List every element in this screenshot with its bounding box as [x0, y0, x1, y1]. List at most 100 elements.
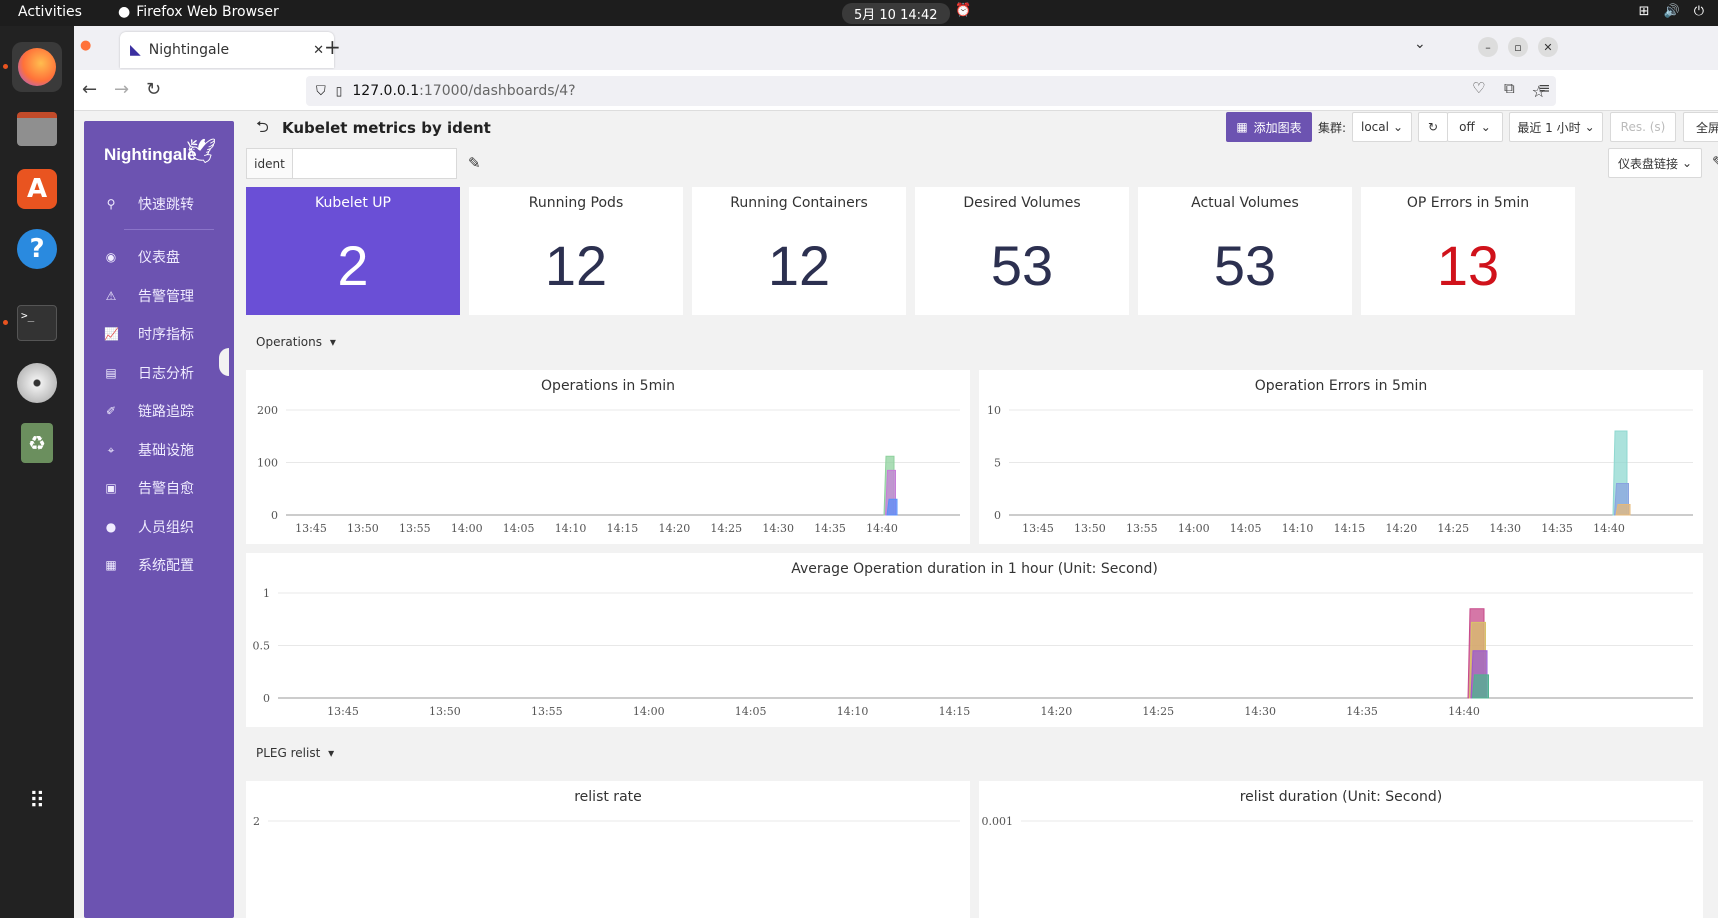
search-icon: ⚲ — [106, 197, 116, 211]
dashboard-links-select[interactable]: 仪表盘链接 ⌄ — [1608, 148, 1702, 178]
dashboard-main: ⮌ Kubelet metrics by ident ▦ 添加图表 集群: lo… — [246, 111, 1718, 918]
firefox-view-icon[interactable]: ● — [80, 38, 92, 53]
edit-links-icon[interactable]: ✎ — [1712, 153, 1718, 171]
trash-icon[interactable]: ♻ — [12, 418, 62, 468]
refresh-interval-select[interactable]: off ⌄ — [1447, 112, 1503, 142]
forward-icon[interactable]: → — [114, 79, 130, 100]
group-title: Operations — [256, 335, 322, 349]
cluster-select[interactable]: local ⌄ — [1352, 112, 1412, 142]
logo[interactable]: Nightingale — [104, 145, 197, 164]
x-tick-label: 14:15 — [607, 522, 639, 535]
fullscreen-button[interactable]: 全屏 — [1683, 112, 1718, 142]
reload-icon[interactable]: ↻ — [146, 79, 162, 100]
ident-label: ident — [246, 148, 293, 179]
extensions-icon[interactable]: ⧉ — [1504, 79, 1515, 97]
alarm-icon: ⏰ — [955, 3, 972, 18]
minimize-icon[interactable]: – — [1478, 37, 1498, 57]
sidebar-item-2[interactable]: ⚠ 告警管理 — [84, 277, 234, 315]
list-tabs-icon[interactable]: ⌄ — [1414, 36, 1426, 52]
group-title: PLEG relist — [256, 746, 321, 760]
dock: A ? >_ ♻ ⠿ — [0, 26, 74, 918]
panel-operation-errors[interactable]: Operation Errors in 5min 0 5 10 13:45 13:50 1… — [979, 370, 1703, 544]
shield-icon[interactable]: ⛉ — [316, 83, 326, 99]
divider — [124, 229, 214, 230]
panel-relist-rate[interactable]: relist rate 2 — [246, 781, 970, 918]
sidebar-item-0[interactable]: ⚲ 快速跳转 — [84, 185, 234, 223]
maximize-icon[interactable]: ▫ — [1508, 37, 1528, 57]
back-icon[interactable]: ⮌ — [256, 117, 269, 136]
stat-value: 53 — [1213, 234, 1277, 297]
stat-card[interactable]: Running Containers 12 — [692, 187, 906, 315]
log-icon: ▤ — [105, 366, 117, 380]
clock[interactable]: 5月 10 14:42 — [842, 3, 950, 24]
time-range-picker[interactable]: 最近 1 小时 ⌄ — [1509, 112, 1603, 142]
url-bar[interactable]: ⛉ ▯ 127.0.0.1:17000/dashboards/4? ☆ — [306, 76, 1556, 106]
panel-avg-duration[interactable]: Average Operation duration in 1 hour (Un… — [246, 553, 1703, 727]
panel-relist-duration[interactable]: relist duration (Unit: Second) 0.001 — [979, 781, 1703, 918]
menu-icon[interactable]: ≡ — [1538, 79, 1551, 97]
stat-value: 12 — [767, 234, 831, 297]
terminal-icon[interactable]: >_ — [12, 298, 62, 348]
activities-button[interactable]: Activities — [18, 4, 82, 20]
stat-card[interactable]: OP Errors in 5min 13 — [1361, 187, 1575, 315]
stat-card[interactable]: Actual Volumes 53 — [1138, 187, 1352, 315]
close-window-icon[interactable]: ✕ — [1538, 37, 1558, 57]
show-apps-icon[interactable]: ⠿ — [28, 788, 46, 814]
app-menu[interactable]: ● Firefox Web Browser — [118, 4, 279, 20]
system-tray[interactable]: ⊞ 🔊 ⏻ — [1639, 4, 1704, 19]
new-tab-icon[interactable]: + — [324, 35, 341, 59]
sidebar-item-8[interactable]: ● 人员组织 — [84, 508, 234, 546]
firefox-icon[interactable] — [12, 42, 62, 92]
x-tick-label: 13:45 — [295, 522, 327, 535]
stat-card[interactable]: Desired Volumes 53 — [915, 187, 1129, 315]
pocket-icon[interactable]: ♡ — [1472, 79, 1486, 97]
sidebar-item-label: 时序指标 — [138, 327, 194, 343]
x-tick-label: 13:55 — [399, 522, 431, 535]
stat-card[interactable]: Kubelet UP 2 — [246, 187, 460, 315]
ident-select[interactable] — [293, 148, 457, 179]
app-center-icon[interactable]: A — [12, 164, 62, 214]
x-tick-label: 13:45 — [327, 705, 359, 718]
x-tick-label: 14:00 — [451, 522, 483, 535]
y-tick-label: 1 — [263, 587, 270, 600]
sidebar-item-1[interactable]: ◉ 仪表盘 — [84, 238, 234, 276]
sidebar-item-7[interactable]: ▣ 告警自愈 — [84, 469, 234, 507]
y-tick-label: 10 — [987, 404, 1001, 417]
close-tab-icon[interactable]: ✕ — [313, 42, 324, 58]
edit-variables-icon[interactable]: ✎ — [468, 154, 481, 172]
x-tick-label: 13:55 — [1126, 522, 1158, 535]
sidebar-item-6[interactable]: ⌖ 基础设施 — [84, 431, 234, 469]
sidebar-item-3[interactable]: 📈 时序指标 — [84, 315, 234, 353]
back-icon[interactable]: ← — [82, 79, 98, 100]
tab-nightingale[interactable]: ◣ Nightingale ✕ — [120, 32, 334, 68]
add-chart-icon: ▦ — [1236, 120, 1248, 134]
sidebar-item-9[interactable]: ▦ 系统配置 — [84, 546, 234, 584]
page: Nightingale 🕊 ⚲ 快速跳转 ◉ 仪表盘 ⚠ 告警管理 📈 时序指标 ▤ 日志分析 ✐ 链… — [74, 111, 1718, 918]
series-area — [886, 498, 898, 516]
add-chart-button[interactable]: ▦ 添加图表 — [1226, 112, 1312, 142]
refresh-button[interactable]: ↻ — [1418, 112, 1448, 142]
bookmark-star-icon[interactable]: ☆ — [1531, 81, 1546, 101]
dashboard-icon: ◉ — [105, 250, 117, 264]
running-indicator — [3, 64, 8, 69]
group-pleg-relist[interactable]: PLEG relist ▾ — [256, 746, 334, 760]
x-tick-label: 14:05 — [503, 522, 535, 535]
resolution-input[interactable]: Res. (s) — [1610, 112, 1676, 142]
stat-title: Desired Volumes — [963, 195, 1081, 211]
alarm-icon: ⚠ — [105, 289, 117, 303]
disc-icon[interactable] — [12, 358, 62, 408]
x-tick-label: 14:40 — [866, 522, 898, 535]
sidebar-item-4[interactable]: ▤ 日志分析 — [84, 354, 234, 392]
resolution-placeholder: Res. (s) — [1620, 120, 1666, 134]
x-tick-label: 13:50 — [1074, 522, 1106, 535]
files-icon[interactable] — [12, 104, 62, 154]
help-icon[interactable]: ? — [12, 224, 62, 274]
sidebar-item-5[interactable]: ✐ 链路追踪 — [84, 392, 234, 430]
running-indicator — [3, 320, 8, 325]
panel-operations[interactable]: Operations in 5min 0 100 200 13:45 13:50 13:5… — [246, 370, 970, 544]
active-indicator — [219, 348, 229, 376]
group-operations[interactable]: Operations ▾ — [256, 335, 336, 349]
x-tick-label: 13:50 — [347, 522, 379, 535]
terminal-icon: ▣ — [105, 481, 117, 495]
stat-card[interactable]: Running Pods 12 — [469, 187, 683, 315]
